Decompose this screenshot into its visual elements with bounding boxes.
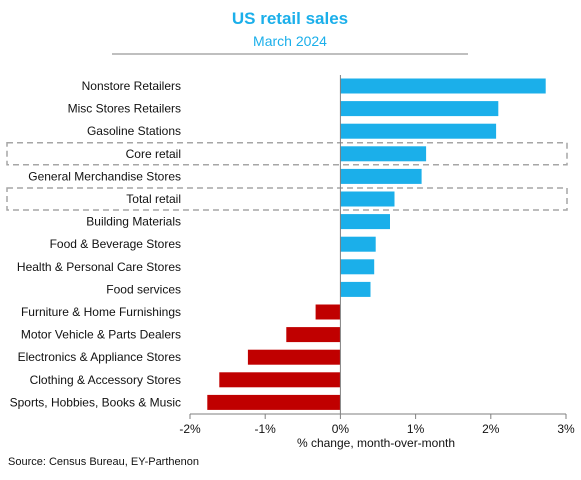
category-label-gasoline-stations: Gasoline Stations [87, 124, 181, 138]
bar-nonstore-retailers [340, 78, 546, 94]
x-tick-label: 2% [482, 422, 500, 436]
bar-sports-hobbies-books-and-music [207, 394, 341, 410]
bar-food-and-beverage-stores [340, 236, 376, 252]
bar-total-retail [340, 191, 395, 207]
highlight-box-core-retail [6, 142, 568, 166]
bar-food-services [340, 281, 371, 297]
category-label-electronics-and-appliance-stores: Electronics & Appliance Stores [18, 350, 181, 364]
bar-health-and-personal-care-stores [340, 259, 375, 275]
category-label-building-materials: Building Materials [86, 215, 181, 229]
category-label-nonstore-retailers: Nonstore Retailers [82, 79, 181, 93]
category-label-motor-vehicle-and-parts-dealers: Motor Vehicle & Parts Dealers [21, 328, 181, 342]
category-label-furniture-and-home-furnishings: Furniture & Home Furnishings [21, 305, 181, 319]
source-note: Source: Census Bureau, EY-Parthenon [8, 456, 199, 468]
bar-building-materials [340, 214, 390, 230]
bar-electronics-and-appliance-stores [247, 349, 341, 365]
x-tick-label: 3% [557, 422, 575, 436]
category-label-food-services: Food services [106, 282, 181, 296]
highlight-box-total-retail [6, 187, 568, 211]
chart-title: US retail sales [232, 9, 348, 28]
bar-clothing-and-accessory-stores [219, 372, 341, 388]
category-label-sports-hobbies-books-and-music: Sports, Hobbies, Books & Music [10, 395, 181, 409]
bar-core-retail [340, 146, 427, 162]
x-tick-label: -2% [179, 422, 201, 436]
bar-general-merchandise-stores [340, 168, 422, 184]
bar-gasoline-stations [340, 123, 497, 139]
bars-layer [207, 78, 546, 410]
category-label-core-retail: Core retail [126, 147, 181, 161]
x-tick-label: 1% [407, 422, 425, 436]
category-labels: Nonstore Retailers Misc Stores Retailers G… [10, 79, 181, 409]
category-label-misc-stores-retailers: Misc Stores Retailers [68, 102, 181, 116]
x-axis-title: % change, month-over-month [297, 436, 455, 450]
category-label-clothing-and-accessory-stores: Clothing & Accessory Stores [30, 373, 181, 387]
x-axis: -2% -1% 0% 1% 2% 3% [179, 75, 575, 436]
category-label-total-retail: Total retail [126, 192, 181, 206]
x-tick-label: 0% [332, 422, 350, 436]
category-label-food-and-beverage-stores: Food & Beverage Stores [50, 237, 181, 251]
chart-subtitle: March 2024 [253, 33, 327, 49]
bar-misc-stores-retailers [340, 101, 499, 117]
x-tick-label: -1% [255, 422, 277, 436]
category-label-health-and-personal-care-stores: Health & Personal Care Stores [17, 260, 181, 274]
bar-motor-vehicle-and-parts-dealers [286, 327, 341, 343]
highlight-layer [6, 142, 568, 211]
category-label-general-merchandise-stores: General Merchandise Stores [28, 169, 181, 183]
bar-furniture-and-home-furnishings [315, 304, 341, 320]
